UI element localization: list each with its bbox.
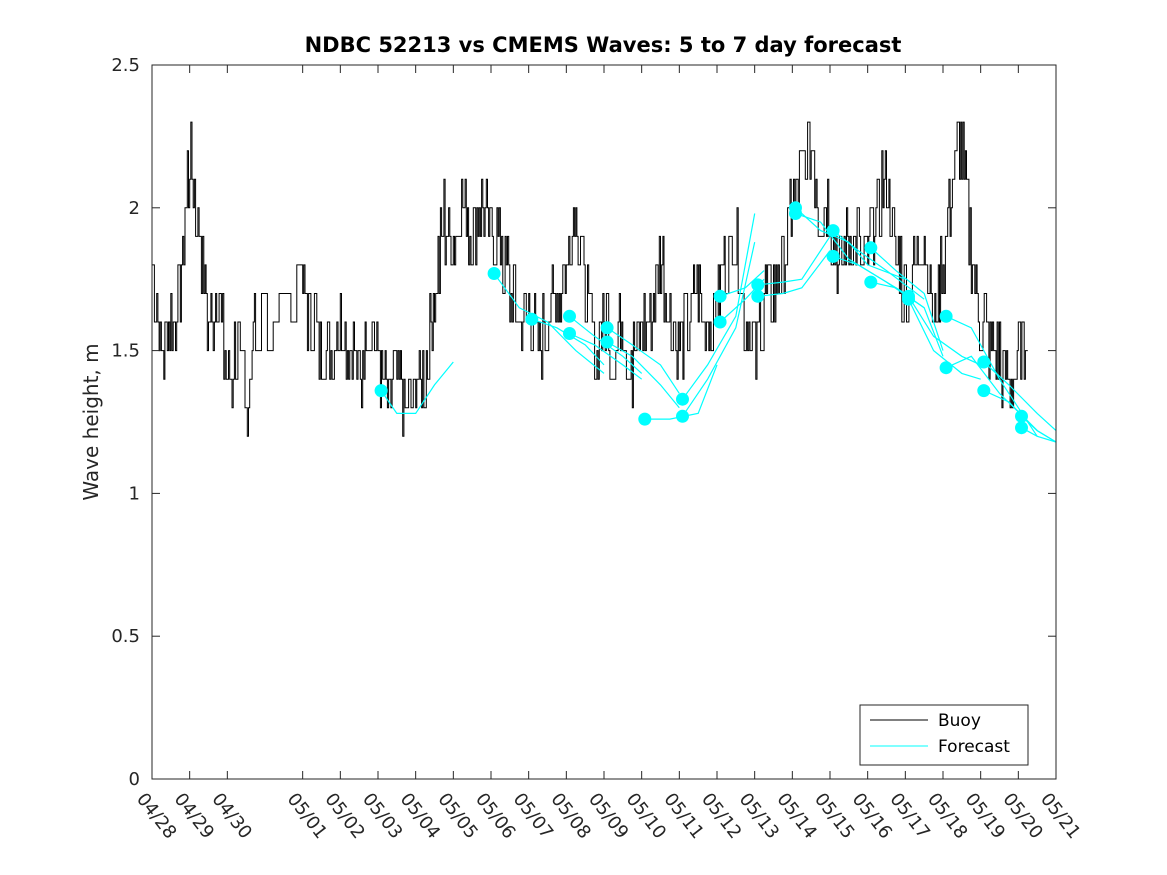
legend-box — [859, 704, 1029, 766]
forecast-start-marker — [676, 409, 689, 423]
y-tick-label: 1 — [129, 483, 140, 504]
forecast-line — [493, 273, 605, 374]
forecast-line — [682, 213, 756, 400]
x-tick-label: 05/19 — [961, 789, 1009, 843]
forecast-line — [606, 327, 680, 394]
y-tick-label: 0 — [129, 769, 140, 790]
forecast-start-marker — [600, 321, 614, 335]
forecast-start-marker — [487, 267, 501, 280]
forecast-start-marker — [638, 412, 652, 426]
forecast-line — [682, 241, 756, 417]
x-tick-label: 05/16 — [848, 789, 896, 843]
y-tick-label: 2 — [129, 198, 140, 219]
x-tick-label: 04/30 — [207, 789, 255, 843]
forecast-line — [907, 295, 981, 366]
forecast-start-marker — [864, 275, 878, 289]
x-tick-label: 05/10 — [622, 789, 670, 843]
forecast-start-marker — [902, 292, 915, 306]
forecast-start-marker — [676, 392, 689, 406]
forecast-line — [795, 207, 906, 280]
x-tick-label: 05/03 — [358, 789, 406, 843]
legend: Buoy Forecast — [859, 704, 1029, 766]
x-tick-label: 05/02 — [320, 789, 368, 843]
forecast-start-marker — [864, 241, 878, 255]
x-tick-label: 05/21 — [1036, 789, 1084, 843]
forecast-start-marker — [751, 278, 765, 292]
x-tick-label: 05/06 — [471, 789, 519, 843]
forecast-line — [757, 250, 831, 297]
forecast-start-marker — [826, 224, 840, 238]
forecast-line — [757, 236, 831, 286]
forecast-start-marker — [939, 361, 953, 375]
forecast-start-marker — [713, 289, 727, 303]
y-tick-label: 0.5 — [111, 626, 140, 647]
forecast-start-marker — [600, 335, 614, 349]
x-tick-label: 05/14 — [772, 789, 820, 843]
forecast-start-marker — [563, 327, 576, 340]
x-tick-label: 05/04 — [396, 789, 444, 843]
forecast-line — [719, 270, 765, 297]
y-tick-label: 1.5 — [111, 341, 140, 362]
buoy-series-line — [491, 121, 1028, 409]
forecast-start-marker — [939, 309, 953, 323]
y-axis-label: Wave height, m — [79, 343, 103, 500]
x-tick-label: 05/09 — [584, 789, 632, 843]
forecast-start-marker — [1015, 421, 1028, 435]
forecast-line — [606, 341, 680, 409]
y-tick-label: 2.5 — [111, 55, 140, 76]
x-tick-label: 05/11 — [659, 789, 707, 843]
forecast-line — [945, 315, 1038, 437]
x-tick-label: 05/05 — [433, 789, 481, 843]
forecast-start-marker — [977, 384, 991, 398]
x-tick-label: 05/08 — [546, 789, 594, 843]
forecast-line — [870, 247, 944, 351]
x-tick-label: 05/18 — [923, 789, 971, 843]
legend-forecast-label: Forecast — [938, 737, 1010, 757]
axes-box — [151, 64, 1057, 780]
forecast-start-marker — [751, 289, 765, 303]
x-tick-label: 05/07 — [509, 789, 557, 843]
forecast-start-marker — [1015, 409, 1028, 423]
buoy-series-line — [152, 121, 491, 437]
forecast-start-marker — [713, 315, 727, 329]
x-tick-label: 04/28 — [132, 789, 180, 843]
forecast-start-marker — [826, 249, 840, 263]
forecast-line — [832, 230, 925, 300]
plot-area — [152, 121, 1057, 443]
x-tick-label: 05/01 — [283, 789, 331, 843]
forecast-start-marker — [374, 384, 388, 398]
x-tick-label: 05/12 — [697, 789, 745, 843]
forecast-start-marker — [977, 355, 991, 369]
x-tick-label: 04/29 — [170, 789, 218, 843]
forecast-start-marker — [525, 312, 539, 326]
forecast-line — [983, 361, 1057, 432]
forecast-start-marker — [563, 309, 576, 323]
legend-buoy-label: Buoy — [938, 711, 981, 731]
forecast-start-marker — [789, 207, 802, 220]
chart-title: NDBC 52213 vs CMEMS Waves: 5 to 7 day fo… — [305, 33, 902, 57]
forecast-line — [380, 361, 454, 414]
forecast-line — [569, 332, 643, 380]
forecast-line — [1021, 415, 1057, 443]
x-tick-label: 05/13 — [735, 789, 783, 843]
x-tick-label: 05/20 — [998, 789, 1046, 843]
x-tick-label: 05/17 — [885, 789, 933, 843]
x-tick-label: 05/15 — [810, 789, 858, 843]
